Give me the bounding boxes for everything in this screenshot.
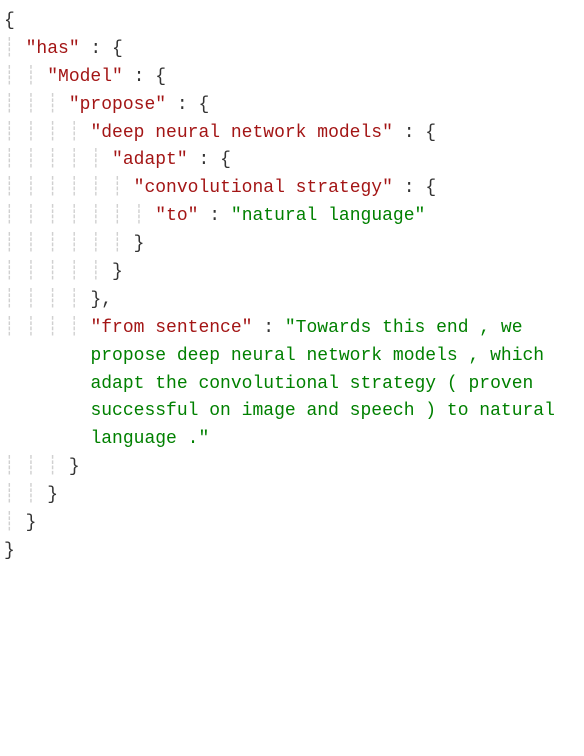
code-line: ┊ ┊ ┊ ┊ ┊ ┊ } xyxy=(4,231,580,259)
code-line: ┊ } xyxy=(4,510,580,538)
code-line: ┊ ┊ ┊ ┊ "deep neural network models" : { xyxy=(4,120,580,148)
code-line: { xyxy=(4,8,580,36)
json-key: "to" xyxy=(155,206,198,226)
code-line: ┊ ┊ ┊ } xyxy=(4,454,580,482)
json-key: "convolutional strategy" xyxy=(134,178,393,198)
code-line: ┊ "has" : { xyxy=(4,36,580,64)
code-line: ┊ ┊ ┊ ┊ ┊ } xyxy=(4,259,580,287)
json-key: "propose" xyxy=(69,95,166,115)
json-key: "has" xyxy=(26,39,80,59)
code-line: ┊ ┊ ┊ "propose" : { xyxy=(4,92,580,120)
code-line: ┊ ┊ ┊ ┊ ┊ "adapt" : { xyxy=(4,147,580,175)
code-line: ┊ ┊ ┊ ┊ }, xyxy=(4,287,580,315)
json-key: "from sentence" xyxy=(90,318,252,338)
brace-close: } xyxy=(4,541,15,561)
json-key: "adapt" xyxy=(112,150,188,170)
json-key: "Model" xyxy=(47,67,123,87)
code-line: ┊ ┊ } xyxy=(4,482,580,510)
brace-open: { xyxy=(4,11,15,31)
code-line: ┊ ┊ ┊ ┊ ┊ ┊ ┊ "to" : "natural language" xyxy=(4,203,580,231)
json-string: "natural language" xyxy=(231,206,425,226)
code-line: ┊ ┊ ┊ ┊ ┊ ┊ "convolutional strategy" : { xyxy=(4,175,580,203)
code-line: } xyxy=(4,538,580,566)
code-block: { ┊ "has" : { ┊ ┊ "Model" : { ┊ ┊ ┊ "pro… xyxy=(4,8,580,566)
code-line: ┊ ┊ "Model" : { xyxy=(4,64,580,92)
json-key: "deep neural network models" xyxy=(90,123,392,143)
code-line: ┊ ┊ ┊ ┊ "from sentence" : "Towards this … xyxy=(4,315,580,454)
